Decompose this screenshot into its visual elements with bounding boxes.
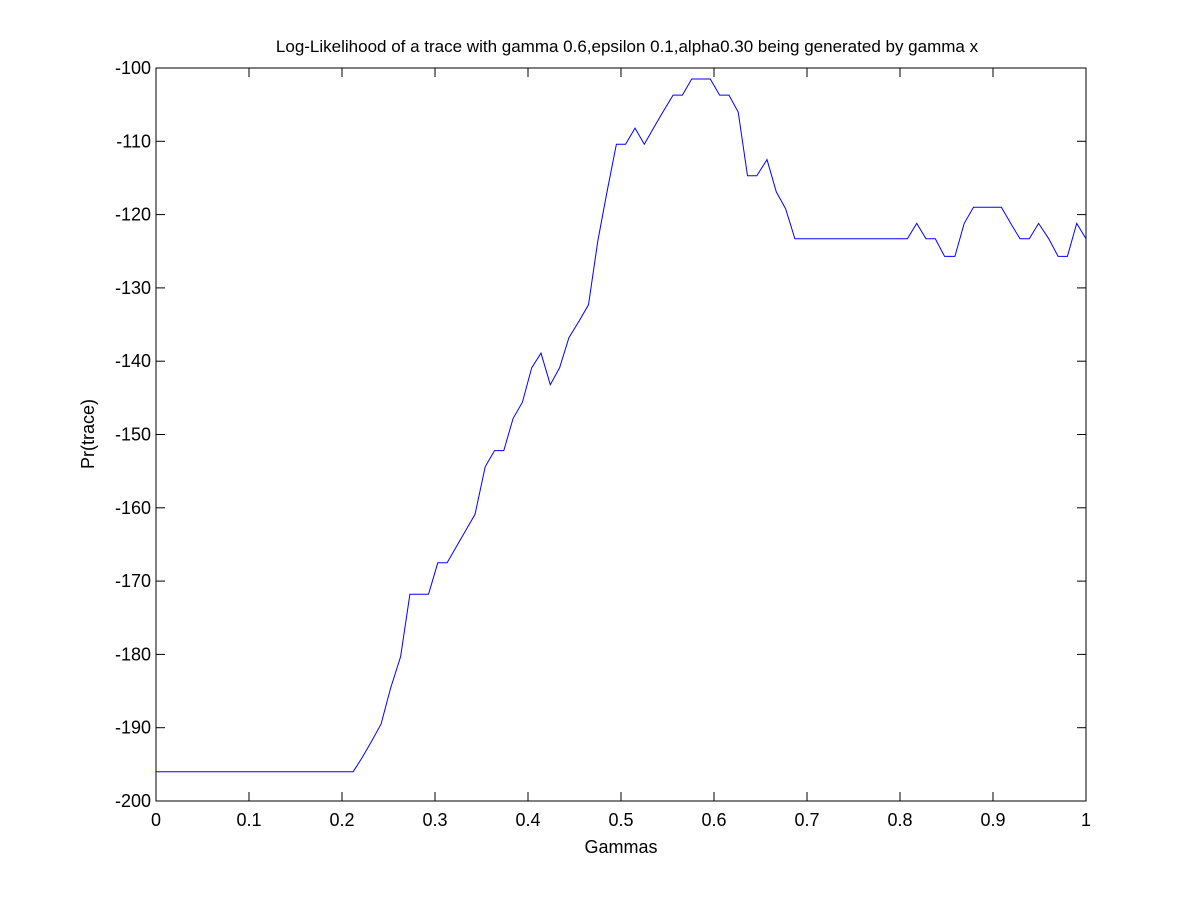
x-tick-label: 0 [151,810,161,830]
y-tick-label: -150 [115,425,151,445]
chart-title: Log-Likelihood of a trace with gamma 0.6… [276,37,979,56]
axis-ticks [155,67,1087,802]
x-tick-label: 0.7 [794,810,819,830]
y-tick-label: -100 [115,58,151,78]
x-tick-label: 0.5 [608,810,633,830]
y-tick-label: -170 [115,571,151,591]
y-axis-label: Pr(trace) [78,399,98,469]
y-tick-label: -120 [115,205,151,225]
x-tick-label: 0.8 [887,810,912,830]
plot-area [155,67,1087,802]
y-tick-label: -140 [115,351,151,371]
x-tick-label: 0.3 [422,810,447,830]
y-tick-label: -130 [115,278,151,298]
y-tick-label: -110 [116,131,151,151]
tick-labels: 0 0.1 0.2 0.3 0.4 0.5 0.6 0.7 0.8 0.9 1 -100 -110 -12… [115,58,1091,830]
x-tick-label: 0.1 [236,810,261,830]
y-tick-label: -200 [115,791,151,811]
y-tick-label: -190 [115,718,151,738]
x-tick-label: 1 [1081,810,1091,830]
x-tick-label: 0.6 [701,810,726,830]
y-tick-label: -180 [115,644,151,664]
x-tick-label: 0.2 [329,810,354,830]
x-tick-label: 0.9 [980,810,1005,830]
x-tick-label: 0.4 [515,810,540,830]
series-line [156,78,1087,773]
x-axis-label: Gammas [584,837,657,857]
y-tick-label: -160 [115,498,151,518]
